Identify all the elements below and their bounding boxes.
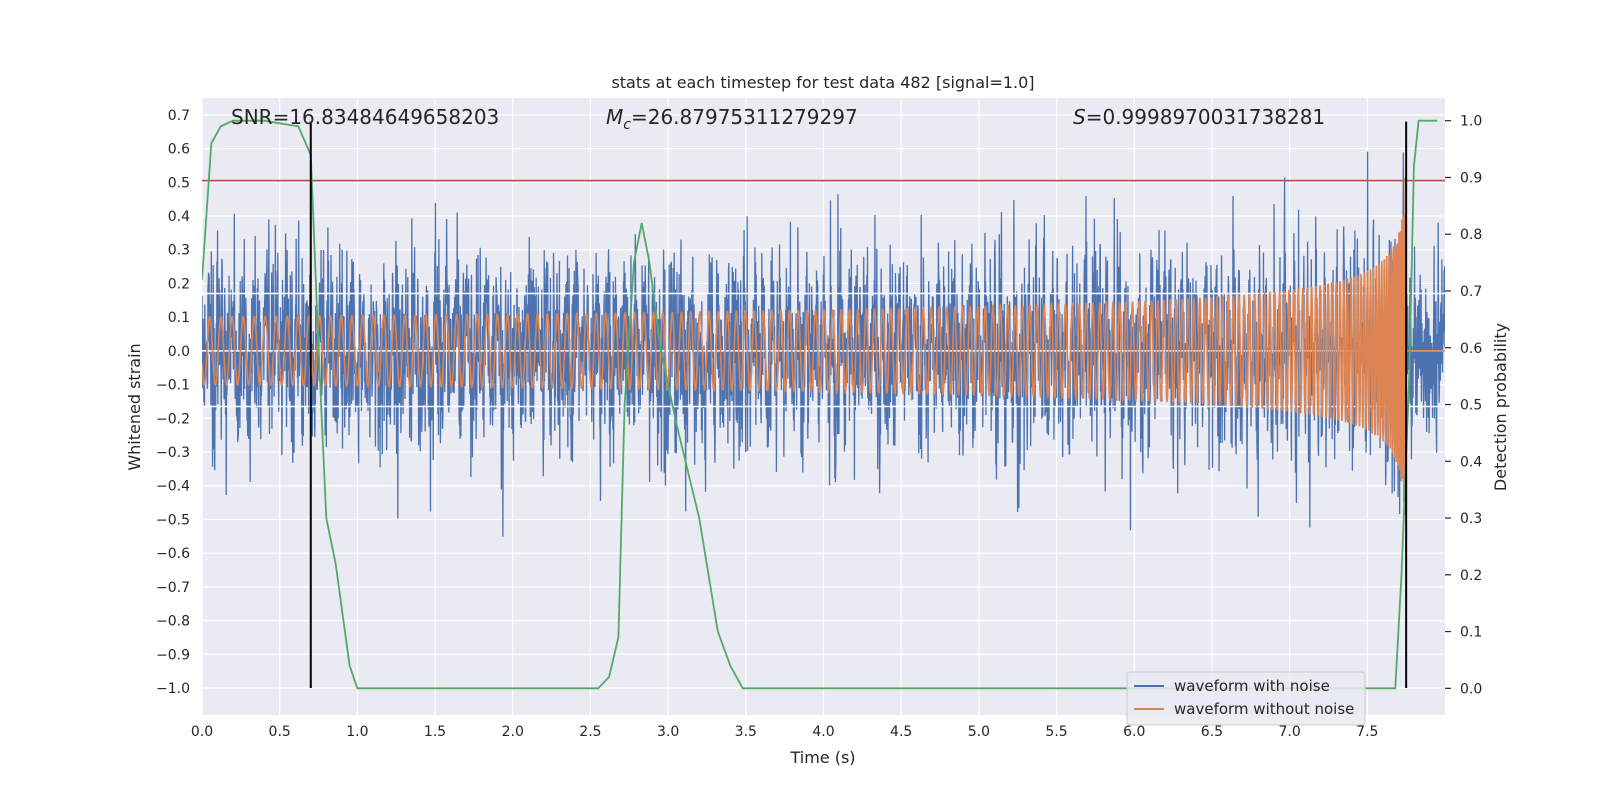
x-tick-label: 3.5 [735,724,757,740]
annotation-mc-label: M [606,105,623,129]
y-tick-label: −0.3 [156,445,190,461]
annotation-snr-value: =16.83484649658203 [273,105,500,129]
x-tick-label: 7.5 [1356,724,1378,740]
y-tick-label: −0.4 [156,479,190,495]
y-tick-label: 0.3 [168,243,190,259]
y-tick-label: −1.0 [156,681,190,697]
annotation-mc-sub: c [623,117,631,133]
y2-axis-ticks: 1.0 0.9 0.8 0.7 0.6 0.5 0.4 0.3 0.2 0.1 0.0 [1445,114,1482,697]
y2-axis-label: Detection probability [1491,323,1510,491]
legend-label-clean: waveform without noise [1174,700,1354,718]
y2-tick-label: 0.6 [1460,341,1482,357]
x-tick-label: 1.0 [346,724,368,740]
y2-tick-label: 0.1 [1460,625,1482,641]
y-tick-label: −0.1 [156,378,190,394]
annotation-s-label: S [1073,105,1086,129]
y-tick-label: −0.9 [156,647,190,663]
clean-line [202,177,1445,516]
reference-lines [202,179,1445,408]
x-tick-label: 2.0 [502,724,524,740]
x-tick-label: 5.0 [968,724,990,740]
x-tick-label: 1.5 [424,724,446,740]
vertical-markers [309,121,1408,689]
y2-tick-label: 0.3 [1460,511,1482,527]
y2-tick-label: 0.5 [1460,398,1482,414]
x-tick-label: 4.0 [812,724,834,740]
x-tick-label: 3.0 [657,724,679,740]
annotation-s: S=0.9998970031738281 [1073,105,1325,129]
annotation-mc-value: =26.87975311279297 [631,105,858,129]
legend: waveform with noise waveform without noi… [1126,671,1366,726]
y-tick-label: 0.1 [168,310,190,326]
y-tick-label: 0.6 [168,142,190,158]
chart-title: stats at each timestep for test data 482… [611,73,1034,92]
annotation-snr: SNR=16.83484649658203 [231,105,499,129]
y-axis-ticks: 0.7 0.6 0.5 0.4 0.3 0.2 0.1 0.0 −0.1 −0.2 −0.3 −0.4… [156,108,190,697]
y2-tick-label: 0.7 [1460,284,1482,300]
x-axis-label: Time (s) [789,748,855,767]
y-tick-label: 0.2 [168,276,190,292]
y-tick-label: −0.5 [156,512,190,528]
x-tick-label: 0.0 [191,724,213,740]
y-tick-label: −0.8 [156,614,190,630]
y2-tick-label: 0.2 [1460,568,1482,584]
y-tick-label: −0.6 [156,546,190,562]
y-tick-label: 0.7 [168,108,190,124]
y-tick-label: 0.0 [168,344,190,360]
x-tick-label: 6.5 [1201,724,1223,740]
x-tick-label: 6.0 [1123,724,1145,740]
y-tick-label: 0.5 [168,175,190,191]
annotation-snr-label: SNR [231,105,273,129]
y-axis-label: Whitened strain [125,343,144,470]
series-waveform-without-noise [202,177,1445,516]
annotation-s-value: =0.9998970031738281 [1086,105,1325,129]
x-tick-label: 0.5 [269,724,291,740]
y2-tick-label: 0.8 [1460,227,1482,243]
legend-box [1126,671,1366,726]
x-tick-label: 2.5 [579,724,601,740]
x-axis-ticks: 0.0 0.5 1.0 1.5 2.0 2.5 3.0 3.5 4.0 4.5 5.0 5.5 6.0 6… [191,724,1379,740]
annotation-mc: Mc=26.87975311279297 [606,105,858,133]
x-tick-label: 5.5 [1045,724,1067,740]
x-tick-label: 4.5 [890,724,912,740]
y2-tick-label: 0.4 [1460,454,1482,470]
y2-tick-label: 1.0 [1460,114,1482,130]
legend-label-noise: waveform with noise [1174,677,1330,695]
x-tick-label: 7.0 [1278,724,1300,740]
y-tick-label: −0.2 [156,411,190,427]
y-tick-label: 0.4 [168,209,190,225]
y2-tick-label: 0.0 [1460,681,1482,697]
y-tick-label: −0.7 [156,580,190,596]
y2-tick-label: 0.9 [1460,170,1482,186]
